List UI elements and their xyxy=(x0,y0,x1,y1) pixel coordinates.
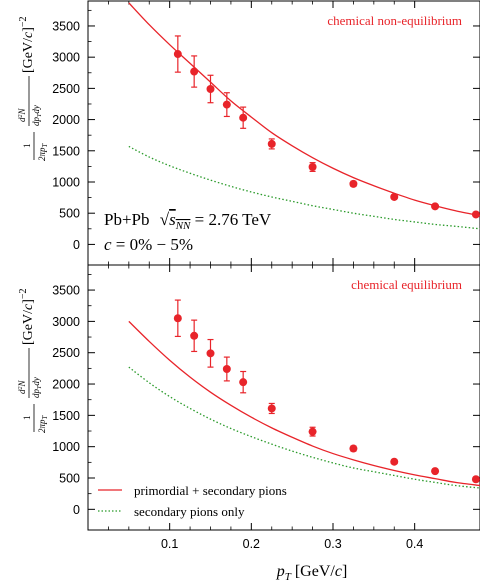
bottom-annotation: chemical equilibrium xyxy=(351,277,462,292)
svg-text:dpTdy: dpTdy xyxy=(31,105,43,126)
top-ytick-label: 2500 xyxy=(52,82,80,96)
legend-label-secondary: secondary pions only xyxy=(134,504,245,519)
bottom-data-point xyxy=(267,404,276,413)
top-total-curve xyxy=(128,2,480,217)
bottom-data-point xyxy=(308,427,317,436)
top-ylabel: 1 2πpT d2N dpTdy [GeV/c]−2 xyxy=(17,16,49,161)
top-ytick-label: 3500 xyxy=(52,19,80,33)
top-data-point xyxy=(390,192,399,201)
top-data-point xyxy=(267,139,276,148)
bottom-data-point xyxy=(222,364,231,373)
bottom-xtick-label: 0.2 xyxy=(243,537,260,551)
bottom-ytick-label: 0 xyxy=(73,503,80,517)
legend-label-primordial: primordial + secondary pions xyxy=(134,483,287,498)
bottom-ytick-label: 1500 xyxy=(52,409,80,423)
bottom-xtick-label: 0.4 xyxy=(406,537,423,551)
bottom-total-curve xyxy=(128,320,480,487)
svg-text:2πpT: 2πpT xyxy=(37,142,49,161)
top-data-point xyxy=(349,179,358,188)
top-data-point xyxy=(190,67,199,76)
svg-text:d2N: d2N xyxy=(17,108,27,123)
top-data-point xyxy=(308,163,317,172)
top-ytick-label: 0 xyxy=(73,238,80,252)
bottom-xtick-label: 0.3 xyxy=(324,537,341,551)
bottom-data-point xyxy=(206,349,215,358)
top-ytick-label: 3000 xyxy=(52,51,80,65)
svg-text:dpTdy: dpTdy xyxy=(31,377,43,398)
bottom-data-point xyxy=(471,475,480,484)
bottom-ytick-label: 3000 xyxy=(52,315,80,329)
top-ytick-label: 1000 xyxy=(52,175,80,189)
bottom-data-point xyxy=(431,467,440,476)
svg-text:2πpT: 2πpT xyxy=(37,414,49,433)
top-data-point xyxy=(222,100,231,109)
svg-text:[GeV/c]−2: [GeV/c]−2 xyxy=(18,16,36,73)
top-secondary-curve xyxy=(128,145,480,230)
top-ytick-label: 2000 xyxy=(52,113,80,127)
top-annotation: chemical non-equilibrium xyxy=(327,13,462,28)
top-data-point xyxy=(206,85,215,93)
top-ytick-label: 500 xyxy=(59,207,80,221)
bottom-data-point xyxy=(390,457,399,466)
bottom-ytick-label: 1000 xyxy=(52,440,80,454)
bottom-ytick-label: 2000 xyxy=(52,378,80,392)
bottom-ylabel: 1 2πpT d2N dpTdy [GeV/c]−2 xyxy=(17,288,49,433)
bottom-ytick-label: 500 xyxy=(59,472,80,486)
bottom-panel: 0 500 1000 1500 2000 2500 3000 3500 0.1 0.2 0.3 0.4 xyxy=(52,264,480,551)
bottom-secondary-curve xyxy=(128,366,480,489)
bottom-ytick-label: 3500 xyxy=(52,284,80,298)
bottom-data-point xyxy=(173,314,182,323)
svg-text:[GeV/c]−2: [GeV/c]−2 xyxy=(18,288,36,345)
top-panel: 0 500 1000 1500 2000 2500 3000 3500 xyxy=(52,0,480,266)
top-data-point xyxy=(239,113,248,122)
top-ytick-label: 1500 xyxy=(52,144,80,158)
bottom-data-point xyxy=(239,378,248,387)
bottom-ytick-label: 2500 xyxy=(52,346,80,360)
svg-text:1: 1 xyxy=(22,144,32,149)
top-data-point xyxy=(173,50,182,59)
legend: primordial + secondary pions secondary p… xyxy=(98,483,287,519)
x-axis-label: pT [GeV/c] xyxy=(276,563,348,583)
system-text: Pb+Pb xyxy=(104,210,150,229)
bottom-plot-frame xyxy=(87,264,480,531)
top-system-label: Pb+Pb √sNN = 2.76 TeV xyxy=(104,210,272,232)
top-centrality-label: c = 0% − 5% xyxy=(104,235,193,254)
bottom-data-point xyxy=(190,331,199,340)
bottom-xtick-label: 0.1 xyxy=(161,537,178,551)
bottom-data-point xyxy=(349,444,358,453)
svg-text:1: 1 xyxy=(22,416,32,421)
svg-text:d2N: d2N xyxy=(17,380,27,395)
